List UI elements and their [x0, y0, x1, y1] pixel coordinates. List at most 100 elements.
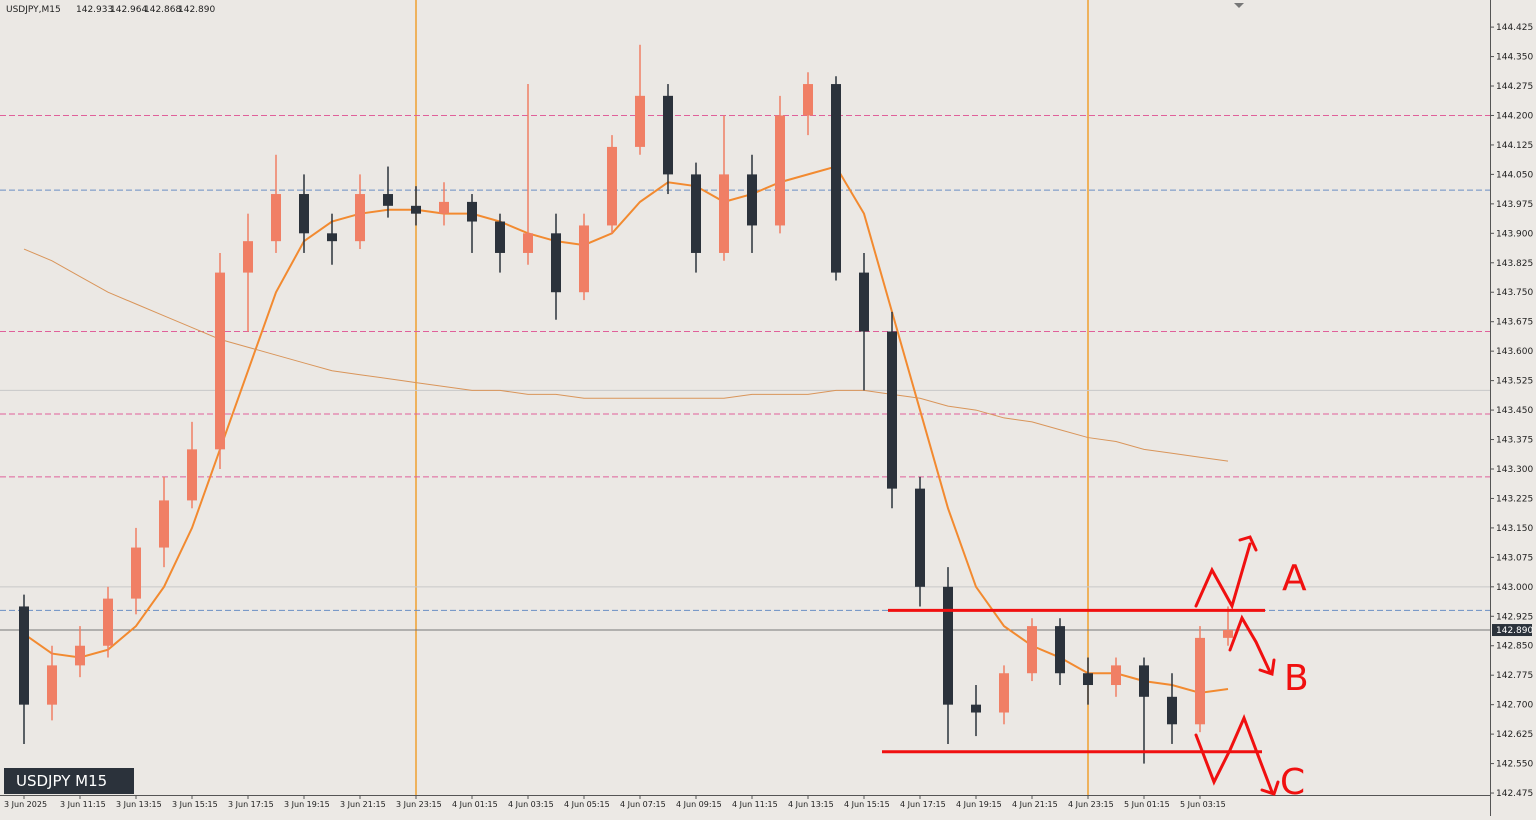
candle-body	[215, 272, 225, 450]
y-tick-label: 143.975	[1496, 200, 1533, 210]
shift-marker	[1234, 3, 1244, 8]
y-tick-label: 144.050	[1496, 170, 1533, 180]
candle-body	[607, 146, 617, 226]
candle-body	[551, 233, 561, 293]
y-tick-label: 144.125	[1496, 141, 1533, 151]
candle-body	[1139, 665, 1149, 697]
candle-body	[775, 115, 785, 226]
header-open: 142.933	[76, 5, 113, 15]
y-tick-label: 143.075	[1496, 553, 1533, 563]
x-tick-label: 5 Jun 03:15	[1180, 800, 1226, 809]
arrowhead	[1260, 780, 1280, 796]
x-tick-label: 4 Jun 17:15	[900, 800, 946, 809]
x-tick-label: 3 Jun 21:15	[340, 800, 386, 809]
y-tick-label: 144.200	[1496, 111, 1533, 121]
x-tick-label: 3 Jun 19:15	[284, 800, 330, 809]
x-tick-label: 4 Jun 23:15	[1068, 800, 1114, 809]
candle-body	[103, 598, 113, 646]
price-tag-label: 142.890	[1496, 626, 1533, 636]
candle-body	[1223, 630, 1233, 638]
candle-body	[523, 233, 533, 253]
candle-body	[467, 201, 477, 222]
annotation-letter: B	[1284, 658, 1309, 699]
candle-body	[831, 84, 841, 273]
header-high: 142.964	[110, 5, 147, 15]
symbol-label: USDJPY M15	[16, 772, 107, 790]
candle-body	[887, 331, 897, 489]
arrowhead	[1238, 535, 1258, 552]
y-tick-label: 143.450	[1496, 406, 1533, 416]
y-tick-label: 143.675	[1496, 318, 1533, 328]
candle-body	[355, 194, 365, 242]
header-low: 142.868	[144, 5, 181, 15]
y-tick-label: 142.625	[1496, 730, 1533, 740]
candle-body	[1195, 637, 1205, 725]
candle-body	[411, 205, 421, 214]
y-tick-label: 142.850	[1496, 642, 1533, 652]
y-tick-label: 142.925	[1496, 612, 1533, 622]
candle-body	[691, 174, 701, 253]
x-tick-label: 5 Jun 01:15	[1124, 800, 1170, 809]
candle-body	[131, 547, 141, 599]
arrow-c-path	[1194, 714, 1274, 794]
x-tick-label: 4 Jun 01:15	[452, 800, 498, 809]
x-tick-label: 3 Jun 11:15	[60, 800, 106, 809]
x-tick-label: 4 Jun 07:15	[620, 800, 666, 809]
y-tick-label: 144.425	[1496, 23, 1533, 33]
candle-body	[159, 500, 169, 548]
x-tick-label: 4 Jun 19:15	[956, 800, 1002, 809]
y-tick-label: 143.525	[1496, 377, 1533, 387]
header-close: 142.890	[178, 5, 215, 15]
candle-body	[859, 272, 869, 332]
x-tick-label: 4 Jun 13:15	[788, 800, 834, 809]
x-tick-label: 3 Jun 2025	[4, 800, 47, 809]
candle-body	[75, 645, 85, 666]
candle-body	[439, 201, 449, 214]
candle-body	[635, 95, 645, 147]
annotation-letter: A	[1282, 558, 1307, 599]
candle-body	[719, 174, 729, 253]
y-tick-label: 144.275	[1496, 82, 1533, 92]
candle-body	[243, 241, 253, 273]
y-tick-label: 143.375	[1496, 436, 1533, 446]
candle-body	[1027, 626, 1037, 674]
drawings	[1194, 535, 1280, 796]
candle-body	[1055, 626, 1065, 674]
y-tick-label: 143.750	[1496, 288, 1533, 298]
candle-body	[299, 194, 309, 234]
x-tick-label: 4 Jun 05:15	[564, 800, 610, 809]
candle-body	[663, 95, 673, 175]
y-tick-label: 142.775	[1496, 671, 1533, 681]
plot-area	[0, 0, 1490, 795]
y-tick-label: 143.225	[1496, 494, 1533, 504]
x-tick-label: 4 Jun 21:15	[1012, 800, 1058, 809]
candle-body	[1167, 696, 1177, 725]
candle-body	[579, 225, 589, 293]
y-tick-label: 142.550	[1496, 760, 1533, 770]
y-tick-label: 143.825	[1496, 259, 1533, 269]
candle-body	[271, 194, 281, 242]
x-tick-label: 3 Jun 17:15	[228, 800, 274, 809]
x-tick-label: 4 Jun 15:15	[844, 800, 890, 809]
arrow-up-path	[1194, 542, 1252, 610]
x-tick-label: 4 Jun 09:15	[676, 800, 722, 809]
y-tick-label: 143.300	[1496, 465, 1533, 475]
arrowhead	[1258, 658, 1276, 676]
x-tick-label: 4 Jun 11:15	[732, 800, 778, 809]
y-tick-label: 144.350	[1496, 53, 1533, 63]
y-tick-label: 142.700	[1496, 701, 1533, 711]
y-tick-label: 143.150	[1496, 524, 1533, 534]
symbol-badge	[4, 768, 134, 794]
candle-body	[803, 84, 813, 116]
x-tick-label: 4 Jun 03:15	[508, 800, 554, 809]
candle-body	[943, 586, 953, 705]
candle-body	[187, 449, 197, 501]
candle-body	[971, 704, 981, 713]
y-tick-label: 142.475	[1496, 789, 1533, 799]
candle-body	[999, 673, 1009, 713]
y-tick-label: 143.600	[1496, 347, 1533, 357]
x-tick-label: 3 Jun 15:15	[172, 800, 218, 809]
candle-body	[747, 174, 757, 226]
candle-body	[495, 221, 505, 253]
